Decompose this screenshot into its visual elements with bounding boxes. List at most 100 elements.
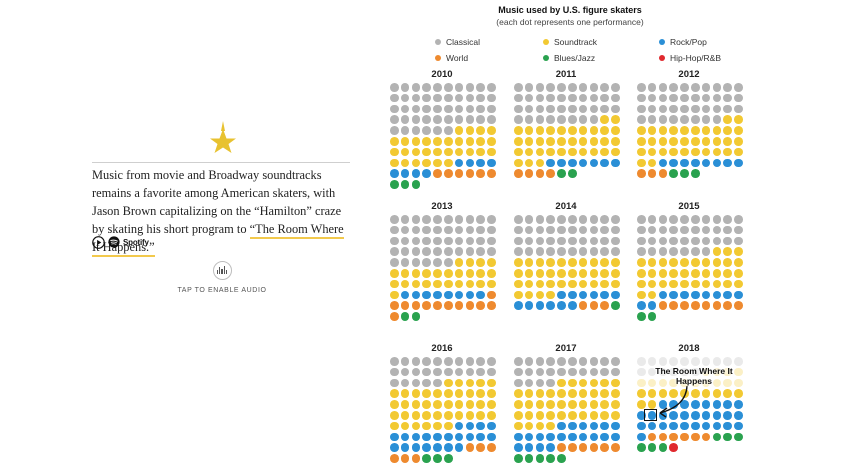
song-link[interactable]: “The Room Where It Happens.” — [92, 222, 344, 257]
dot-world — [535, 169, 545, 178]
dot-soundtrack — [411, 147, 421, 157]
dot-soundtrack — [568, 269, 577, 278]
dot-soundtrack — [611, 389, 620, 398]
dot-classical — [723, 357, 732, 366]
dot-classical — [535, 93, 545, 103]
dot-rockpop — [658, 290, 668, 300]
dot-rockpop — [589, 290, 599, 300]
dot-rockpop — [637, 432, 646, 442]
dot-soundtrack — [546, 258, 555, 267]
dot-soundtrack — [723, 279, 732, 289]
dot-classical — [433, 225, 442, 235]
dot-classical — [546, 93, 555, 103]
dot-classical — [546, 357, 555, 366]
dot-classical — [422, 93, 431, 103]
dot-classical — [433, 115, 442, 124]
dot-classical — [433, 357, 442, 366]
dot-classical — [600, 236, 609, 246]
enable-audio-control[interactable]: TAP TO ENABLE AUDIO — [92, 261, 352, 294]
dot-soundtrack — [524, 147, 534, 157]
dot-classical — [647, 357, 657, 366]
dot-classical — [589, 367, 599, 377]
dot-rockpop — [524, 432, 534, 442]
dot-soundtrack — [557, 126, 566, 135]
dot-classical — [611, 367, 620, 377]
dot-classical — [400, 215, 410, 224]
dot-classical — [589, 247, 599, 256]
dot-soundtrack — [487, 279, 496, 289]
dot-soundtrack — [611, 126, 620, 135]
dot-rockpop — [568, 301, 577, 310]
dot-soundtrack — [611, 378, 620, 388]
dot-classical — [422, 225, 431, 235]
dot-rockpop — [487, 158, 496, 168]
dot-classical — [557, 225, 566, 235]
dot-soundtrack — [723, 367, 732, 377]
dot-world — [433, 301, 442, 310]
dot-rockpop — [524, 301, 534, 310]
dot-rockpop — [637, 421, 646, 431]
dot-bluesjazz — [637, 312, 646, 321]
legend-label: Classical — [446, 37, 481, 47]
dot-rockpop — [637, 301, 646, 310]
dot-soundtrack — [712, 258, 722, 267]
annotation-arrow — [659, 385, 688, 418]
dot-classical — [476, 367, 485, 377]
dot-world — [647, 432, 657, 442]
dot-soundtrack — [723, 258, 732, 267]
dot-rockpop — [476, 421, 485, 431]
dot-classical — [433, 236, 442, 246]
dot-soundtrack — [647, 147, 657, 157]
audio-bars-icon[interactable] — [212, 261, 232, 280]
dot-rockpop — [546, 158, 555, 168]
panel-year: 2012 — [678, 69, 700, 80]
dot-soundtrack — [557, 279, 566, 289]
dot-classical — [524, 236, 534, 246]
dot-soundtrack — [454, 378, 464, 388]
dot-classical — [723, 93, 732, 103]
dot-world — [691, 301, 700, 310]
dot-bluesjazz — [669, 169, 678, 178]
dot-classical — [568, 367, 577, 377]
dot-classical — [390, 104, 399, 114]
dot-soundtrack — [535, 158, 545, 168]
play-icon[interactable] — [92, 235, 105, 249]
dot-soundtrack — [454, 400, 464, 409]
dot-classical — [444, 104, 453, 114]
dot-rockpop — [433, 290, 442, 300]
dot-classical — [658, 247, 668, 256]
dot-rockpop — [723, 158, 732, 168]
dot-rockpop — [444, 290, 453, 300]
dot-classical — [637, 93, 646, 103]
panel-year: 2015 — [678, 201, 700, 212]
dot-soundtrack — [600, 269, 609, 278]
dot-world — [476, 169, 485, 178]
dot-world — [589, 301, 599, 310]
dot-rockpop — [557, 421, 566, 431]
dot-classical — [680, 357, 689, 366]
panel-year: 2018 — [678, 343, 700, 354]
highlight-box — [644, 409, 657, 421]
dot-classical — [400, 93, 410, 103]
dot-world — [600, 301, 609, 310]
dot-bluesjazz — [611, 301, 620, 310]
dot-classical — [669, 83, 678, 92]
dot-soundtrack — [422, 389, 431, 398]
dot-soundtrack — [433, 421, 442, 431]
dot-soundtrack — [701, 367, 711, 377]
dot-soundtrack — [557, 400, 566, 409]
dot-classical — [476, 225, 485, 235]
dot-soundtrack — [568, 400, 577, 409]
dot-classical — [578, 225, 588, 235]
dot-classical — [669, 236, 678, 246]
dot-soundtrack — [444, 389, 453, 398]
dot-classical — [723, 236, 732, 246]
dot-soundtrack — [568, 258, 577, 267]
dot-soundtrack — [701, 389, 711, 398]
dot-classical — [611, 225, 620, 235]
dot-world — [669, 432, 678, 442]
dot-rockpop — [535, 443, 545, 452]
dot-world — [701, 301, 711, 310]
dot-soundtrack — [476, 400, 485, 409]
dot-classical — [600, 104, 609, 114]
